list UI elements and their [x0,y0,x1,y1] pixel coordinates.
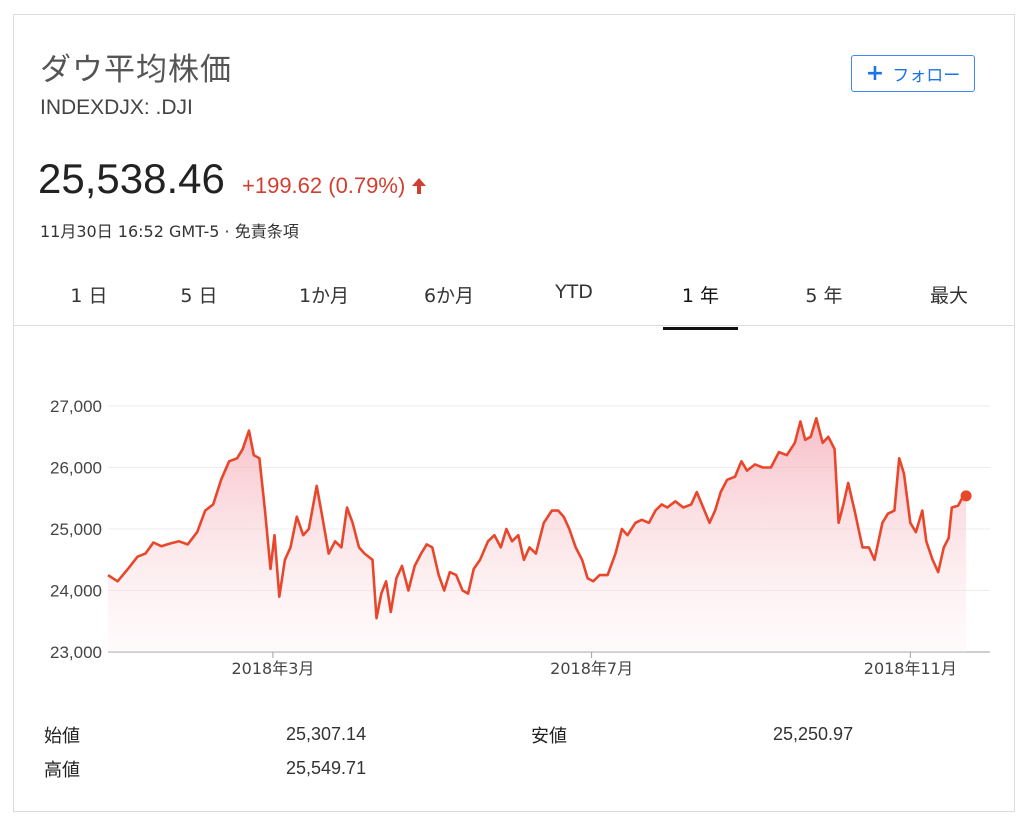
price-line [107,417,967,620]
tab-max[interactable]: 最大 [929,285,968,307]
y-tick-label: 25,000 [50,520,102,539]
high-value: 25,549.71 [286,758,367,778]
tab-1m[interactable]: 1か月 [298,285,350,307]
tab-1y[interactable]: 1 年 [663,265,738,330]
follow-button[interactable]: + フォロー [851,55,975,92]
tab-5y[interactable]: 5 年 [805,285,843,307]
disclaimer-link[interactable]: 免責条項 [234,222,299,241]
tab-6m[interactable]: 6か月 [423,285,475,307]
price-change: +199.62 (0.79%) [242,173,427,199]
price-chart[interactable]: 27,000 26,000 25,000 24,000 23,000 2018年3月 201… [0,380,1024,690]
x-tick-label: 2018年11月 [864,659,957,678]
tabs-divider [14,325,1014,326]
tab-5d[interactable]: 5 日 [180,285,218,307]
low-value: 25,250.97 [773,724,854,744]
quote-timestamp: 11月30日 16:52 GMT-5 · 免責条項 [40,218,299,242]
tab-ytd[interactable]: YTD [555,281,593,303]
index-title: ダウ平均株価 [40,52,232,88]
follow-label: フォロー [892,66,961,86]
ticker-symbol: INDEXDJX: .DJI [40,96,193,119]
x-tick-label: 2018年3月 [231,659,314,678]
arrow-up-icon [412,178,427,194]
low-label: 安値 [531,726,567,747]
y-tick-label: 24,000 [50,582,102,601]
quote-card [13,14,1015,812]
last-price-point [960,490,972,502]
y-tick-label: 26,000 [50,459,102,478]
x-tick-label: 2018年7月 [550,659,633,678]
open-label: 始値 [44,726,80,747]
y-tick-label: 23,000 [50,643,102,662]
price-area [108,418,967,652]
timestamp-text: 11月30日 16:52 GMT-5 · [40,222,235,241]
open-value: 25,307.14 [286,724,367,744]
high-label: 高値 [44,760,80,781]
current-price: 25,538.46 [38,155,225,202]
y-tick-label: 27,000 [50,397,102,416]
plus-icon: + [865,60,885,86]
tab-1d[interactable]: 1 日 [70,285,108,307]
price-change-text: +199.62 (0.79%) [242,173,406,198]
range-tabs: 1 日 5 日 1か月 6か月 YTD 1 年 5 年 最大 [14,265,1014,330]
